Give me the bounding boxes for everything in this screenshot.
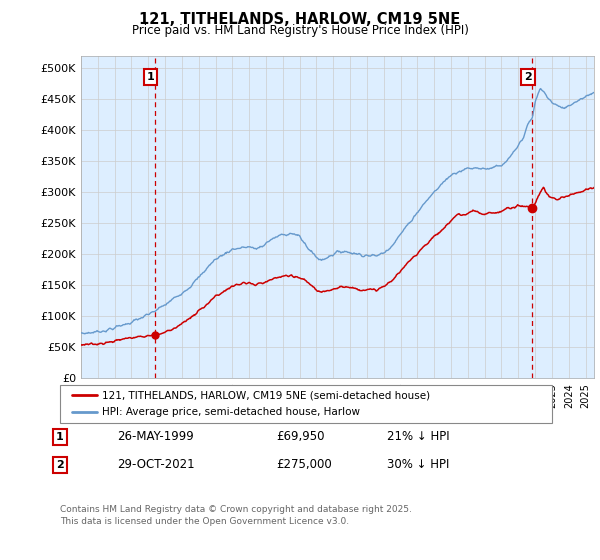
Text: 121, TITHELANDS, HARLOW, CM19 5NE: 121, TITHELANDS, HARLOW, CM19 5NE	[139, 12, 461, 27]
Text: 29-OCT-2021: 29-OCT-2021	[117, 458, 194, 472]
FancyBboxPatch shape	[60, 385, 552, 423]
Text: Price paid vs. HM Land Registry's House Price Index (HPI): Price paid vs. HM Land Registry's House …	[131, 24, 469, 36]
Text: 121, TITHELANDS, HARLOW, CM19 5NE (semi-detached house): 121, TITHELANDS, HARLOW, CM19 5NE (semi-…	[102, 390, 430, 400]
Text: £275,000: £275,000	[276, 458, 332, 472]
Text: 30% ↓ HPI: 30% ↓ HPI	[387, 458, 449, 472]
Text: 1: 1	[147, 72, 155, 82]
Text: 1: 1	[56, 432, 64, 442]
Text: 2: 2	[56, 460, 64, 470]
Text: 2: 2	[524, 72, 532, 82]
Text: 26-MAY-1999: 26-MAY-1999	[117, 430, 194, 444]
Text: Contains HM Land Registry data © Crown copyright and database right 2025.
This d: Contains HM Land Registry data © Crown c…	[60, 505, 412, 526]
Text: HPI: Average price, semi-detached house, Harlow: HPI: Average price, semi-detached house,…	[102, 407, 360, 417]
Text: 21% ↓ HPI: 21% ↓ HPI	[387, 430, 449, 444]
Text: £69,950: £69,950	[276, 430, 325, 444]
